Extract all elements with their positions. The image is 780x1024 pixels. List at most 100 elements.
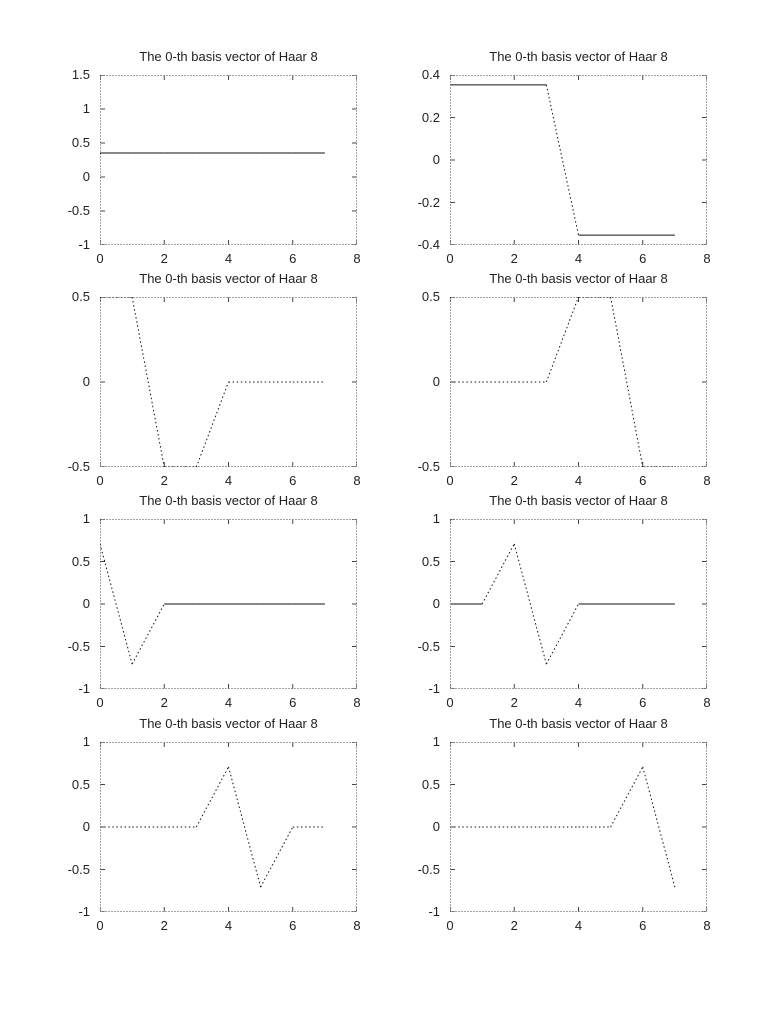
x-tick-label: 8 bbox=[353, 695, 361, 710]
subplot-4: The 0-th basis vector of Haar 8 0.5 0 -0.5… bbox=[380, 271, 740, 501]
subplot-7: The 0-th basis vector of Haar 8 1 0.5 0 -0.… bbox=[30, 716, 390, 946]
y-tick-label: -0.5 bbox=[417, 861, 440, 877]
x-tick-label: 0 bbox=[96, 251, 104, 266]
plot-title: The 0-th basis vector of Haar 8 bbox=[139, 493, 318, 508]
x-tick-label: 0 bbox=[446, 918, 454, 933]
y-tick-label: 0.5 bbox=[421, 289, 440, 304]
plot-title: The 0-th basis vector of Haar 8 bbox=[489, 49, 668, 64]
y-tick-label: -1 bbox=[78, 681, 90, 696]
line-plot bbox=[100, 519, 357, 689]
line-plot bbox=[100, 75, 357, 245]
y-tick-label: 0 bbox=[82, 374, 90, 389]
data-line-segment bbox=[260, 826, 294, 888]
data-line-segment bbox=[610, 297, 644, 467]
subplot-1: The 0-th basis vector of Haar 8 1.5 1 0.5 0… bbox=[30, 49, 390, 279]
x-tick-label: 6 bbox=[639, 918, 647, 933]
y-tick-label: 0.2 bbox=[421, 109, 440, 125]
data-line-segment bbox=[545, 297, 579, 383]
y-tick-label: 0 bbox=[82, 819, 90, 834]
x-tick-label: 0 bbox=[446, 695, 454, 710]
plot-area bbox=[100, 742, 357, 912]
subplot-2: The 0-th basis vector of Haar 8 0.4 0.2 0 -… bbox=[380, 49, 740, 279]
line-plot bbox=[450, 519, 707, 689]
x-tick-label: 4 bbox=[224, 695, 233, 710]
x-tick-label: 4 bbox=[224, 473, 233, 488]
subplot-8: The 0-th basis vector of Haar 8 1 0.5 0 -0.… bbox=[380, 716, 740, 946]
y-tick-label: -0.2 bbox=[417, 194, 440, 210]
y-tick-label: -0.5 bbox=[67, 861, 90, 877]
x-tick-label: 8 bbox=[703, 695, 711, 710]
y-tick-label: 0 bbox=[432, 819, 440, 834]
x-tick-label: 6 bbox=[289, 695, 297, 710]
y-tick-label: -1 bbox=[428, 681, 440, 696]
x-tick-label: 6 bbox=[289, 473, 297, 488]
line-plot bbox=[450, 742, 707, 912]
x-tick-label: 0 bbox=[96, 695, 104, 710]
y-tick-label: -0.5 bbox=[67, 638, 90, 654]
y-tick-label: 0 bbox=[432, 152, 440, 167]
plot-area bbox=[100, 297, 357, 467]
plot-title: The 0-th basis vector of Haar 8 bbox=[139, 716, 318, 731]
data-line-segment bbox=[195, 381, 229, 467]
x-tick-label: 0 bbox=[96, 918, 104, 933]
line-plot bbox=[450, 297, 707, 467]
subplot-3: The 0-th basis vector of Haar 8 0.5 0 -0.5… bbox=[30, 271, 390, 501]
y-tick-label: 0.5 bbox=[71, 776, 90, 792]
x-tick-label: 8 bbox=[703, 251, 711, 266]
y-tick-label: 1 bbox=[82, 511, 90, 526]
plot-area bbox=[450, 297, 707, 467]
data-line-segment bbox=[131, 297, 165, 467]
x-tick-label: 8 bbox=[353, 918, 361, 933]
x-tick-label: 2 bbox=[510, 473, 518, 488]
plot-title: The 0-th basis vector of Haar 8 bbox=[139, 271, 318, 286]
y-tick-label: 0.5 bbox=[421, 553, 440, 569]
data-line-segment bbox=[481, 543, 515, 605]
line-plot bbox=[100, 742, 357, 912]
axes-frame bbox=[450, 75, 707, 245]
axes-frame bbox=[450, 297, 707, 467]
x-tick-label: 6 bbox=[639, 695, 647, 710]
plot-title: The 0-th basis vector of Haar 8 bbox=[489, 271, 668, 286]
plot-area bbox=[450, 519, 707, 689]
plot-title: The 0-th basis vector of Haar 8 bbox=[489, 493, 668, 508]
y-tick-label: 1.5 bbox=[71, 67, 90, 82]
x-tick-label: 6 bbox=[289, 918, 297, 933]
x-tick-label: 0 bbox=[96, 473, 104, 488]
plot-area bbox=[100, 519, 357, 689]
subplot-5: The 0-th basis vector of Haar 8 1 0.5 0 -0.… bbox=[30, 493, 390, 723]
y-tick-label: -0.5 bbox=[417, 638, 440, 654]
y-tick-label: 1 bbox=[432, 734, 440, 749]
data-line-segment bbox=[195, 766, 229, 828]
y-tick-label: -0.5 bbox=[67, 459, 90, 474]
data-line-segment bbox=[545, 84, 579, 236]
y-tick-label: 0.5 bbox=[71, 135, 90, 150]
x-tick-label: 4 bbox=[574, 918, 583, 933]
x-tick-label: 2 bbox=[160, 918, 168, 933]
y-tick-label: 0 bbox=[432, 374, 440, 389]
x-tick-label: 4 bbox=[574, 473, 583, 488]
y-tick-label: 0.4 bbox=[421, 67, 440, 82]
y-tick-label: -1 bbox=[78, 237, 90, 252]
x-tick-label: 8 bbox=[703, 918, 711, 933]
x-tick-label: 4 bbox=[224, 918, 233, 933]
axes-frame bbox=[100, 75, 357, 245]
x-tick-label: 6 bbox=[289, 251, 297, 266]
y-tick-label: 1 bbox=[82, 734, 90, 749]
data-line-segment bbox=[610, 766, 644, 828]
x-tick-label: 2 bbox=[510, 251, 518, 266]
y-tick-label: 0 bbox=[82, 596, 90, 611]
y-tick-label: 1 bbox=[82, 101, 90, 116]
y-tick-label: -1 bbox=[78, 904, 90, 919]
y-tick-label: 0.5 bbox=[71, 289, 90, 304]
y-tick-label: 0 bbox=[82, 169, 90, 184]
x-tick-label: 4 bbox=[574, 695, 583, 710]
line-plot bbox=[450, 75, 707, 245]
data-line-segment bbox=[100, 543, 133, 665]
data-line-segment bbox=[131, 603, 165, 665]
x-tick-label: 0 bbox=[446, 473, 454, 488]
y-tick-label: 1 bbox=[432, 511, 440, 526]
x-tick-label: 2 bbox=[510, 918, 518, 933]
y-tick-label: 0 bbox=[432, 596, 440, 611]
y-tick-label: -0.5 bbox=[417, 459, 440, 474]
